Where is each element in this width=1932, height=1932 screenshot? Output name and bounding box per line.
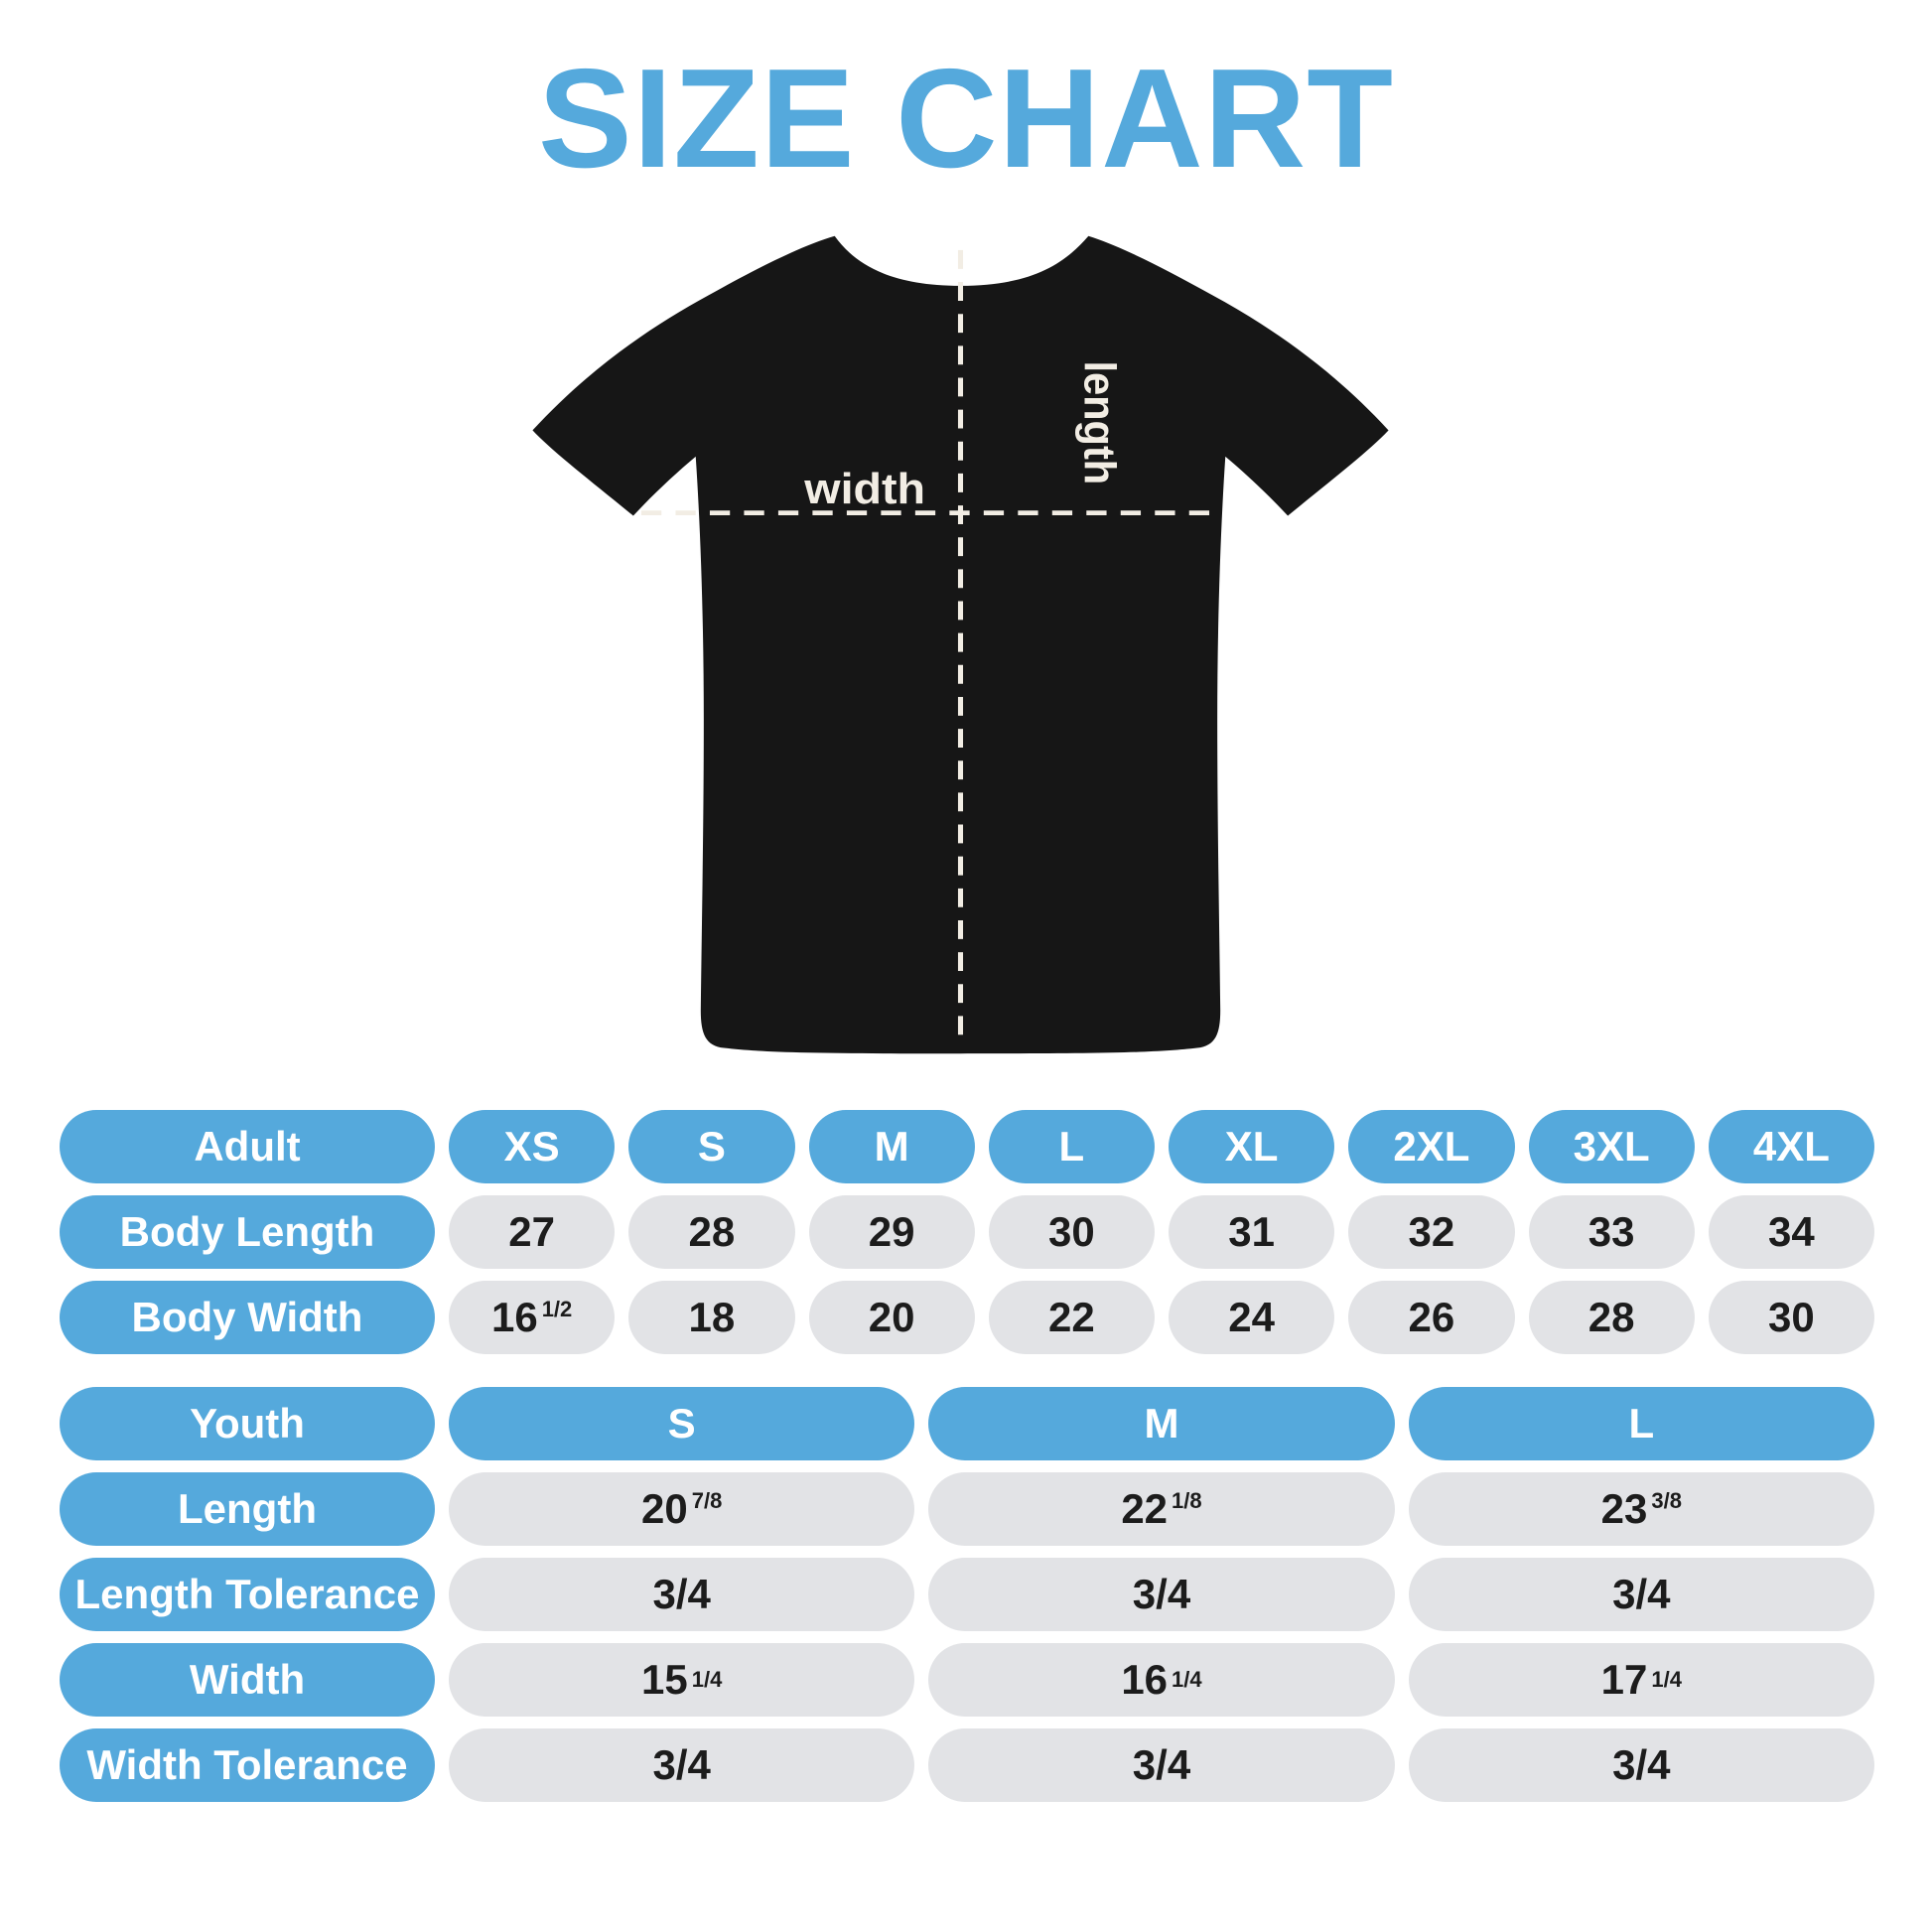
svg-text:length: length [1074, 360, 1124, 484]
svg-text:width: width [803, 465, 925, 513]
